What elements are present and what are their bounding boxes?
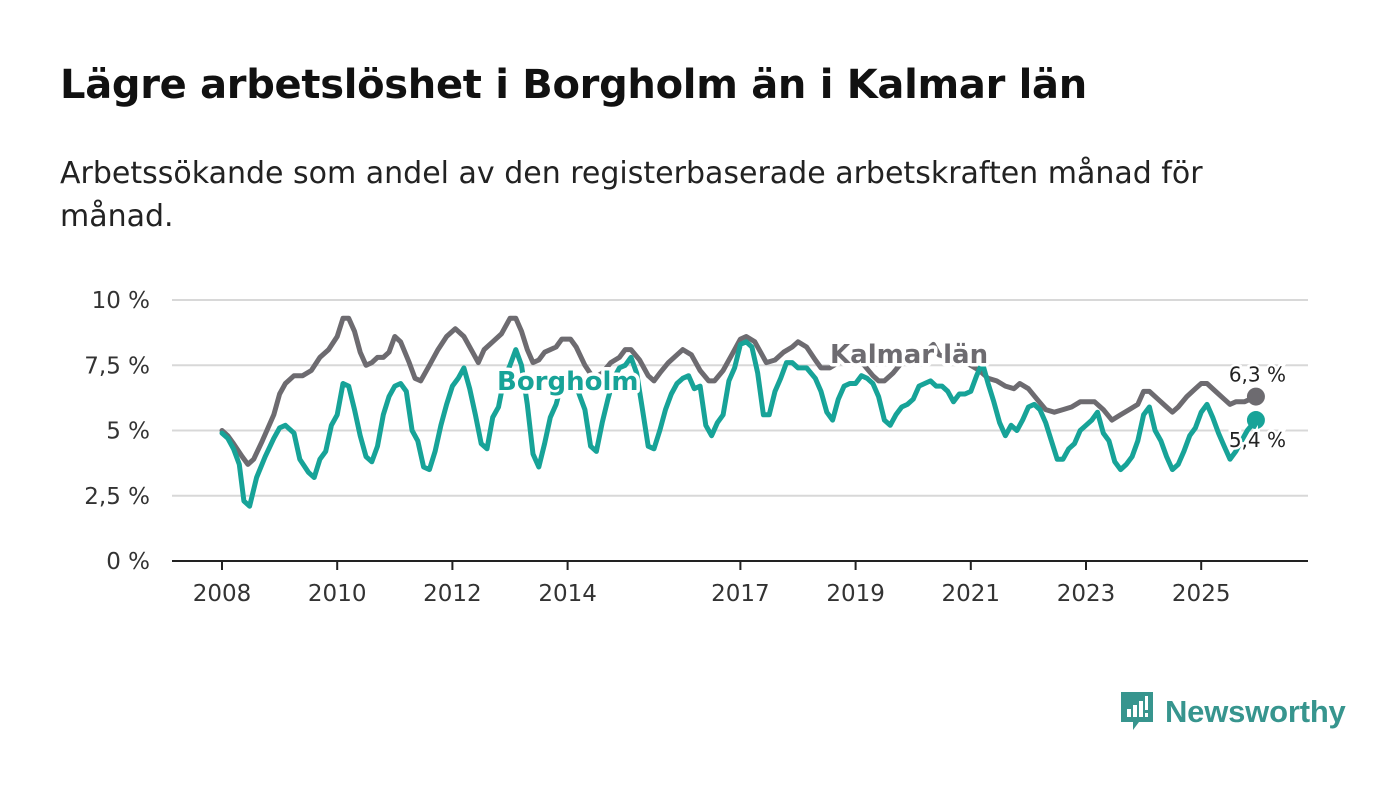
y-tick-label: 5 %: [106, 419, 150, 445]
series-line-kalmar-l-n: [219, 315, 1259, 467]
x-tick-label: 2023: [1057, 581, 1116, 607]
x-tick-label: 2008: [193, 581, 252, 607]
lines-layer: [219, 315, 1265, 509]
chart-title: Lägre arbetslöshet i Borgholm än i Kalma…: [60, 62, 1087, 108]
y-tick-label: 10 %: [92, 288, 150, 314]
end-point-kalmar-l-n: [1246, 387, 1265, 406]
y-tick-label: 2,5 %: [84, 484, 150, 510]
y-tick-label: 0 %: [106, 549, 150, 575]
end-value-label-borgholm: 5,4 %: [1229, 428, 1286, 452]
x-tick-label: 2021: [942, 581, 1001, 607]
y-tick-label: 7,5 %: [84, 353, 150, 379]
labels-layer: Kalmar län Borgholm 6,3 % 5,4 %: [494, 337, 1289, 455]
end-value-label-kalmar-lan: 6,3 %: [1229, 363, 1286, 387]
series-label-borgholm: Borgholm: [497, 367, 639, 397]
series-label-kalmar-lan: Kalmar län: [830, 340, 988, 370]
x-tick-label: 2025: [1172, 581, 1231, 607]
series-line-borgholm: [219, 339, 1259, 509]
x-tick-label: 2012: [423, 581, 482, 607]
x-tick-label: 2019: [826, 581, 885, 607]
end-point-borgholm: [1246, 411, 1265, 430]
newsworthy-logo: Newsworthy: [1119, 690, 1346, 734]
brand-name: Newsworthy: [1165, 694, 1346, 729]
chart-subtitle: Arbetssökande som andel av den registerb…: [60, 156, 1203, 234]
x-tick-label: 2017: [711, 581, 770, 607]
newsworthy-logo-icon: [1121, 692, 1153, 730]
x-tick-label: 2010: [308, 581, 367, 607]
grid-layer: 0 % 2,5 % 5 % 7,5 % 10 % 2008 2010 2012 2014 2017…: [84, 288, 1308, 607]
x-tick-label: 2014: [538, 581, 597, 607]
